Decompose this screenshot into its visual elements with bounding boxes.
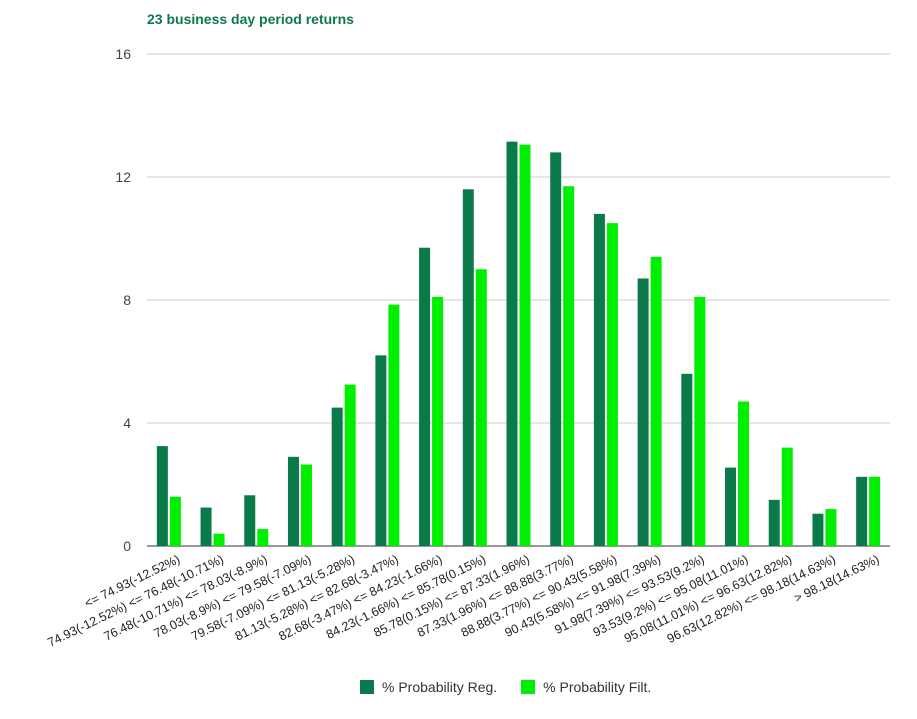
bar-filt: [169, 496, 181, 546]
y-tick-label: 0: [123, 538, 131, 554]
bar-filt: [650, 256, 662, 546]
bar-reg: [768, 499, 780, 546]
bar-filt: [475, 269, 487, 546]
bar-reg: [856, 476, 868, 546]
legend-label-filt: % Probability Filt.: [543, 679, 652, 695]
bar-filt: [869, 476, 881, 546]
bar-filt: [300, 464, 312, 546]
chart-title: 23 business day period returns: [147, 11, 354, 27]
bar-reg: [550, 152, 562, 546]
bar-reg: [506, 141, 518, 546]
bar-reg: [462, 189, 474, 547]
legend-item-filt: % Probability Filt.: [521, 679, 651, 695]
bar-filt: [606, 223, 618, 546]
bar-filt: [563, 186, 575, 546]
y-tick-label: 4: [123, 415, 131, 431]
y-tick-label: 12: [115, 169, 131, 185]
y-tick-label: 16: [115, 46, 131, 62]
bar-reg: [331, 407, 343, 546]
bar-reg: [419, 247, 431, 546]
bar-filt: [781, 447, 793, 546]
bar-filt: [694, 296, 706, 546]
legend-swatch-filt: [521, 680, 536, 694]
bar-reg: [156, 446, 168, 546]
bar-reg: [244, 495, 256, 546]
bar-reg: [593, 213, 605, 546]
bar-filt: [519, 144, 531, 546]
bar-filt: [738, 401, 750, 546]
legend: % Probability Reg. % Probability Filt.: [360, 679, 675, 695]
bar-reg: [725, 467, 737, 546]
bar-reg: [287, 456, 299, 546]
legend-item-reg: % Probability Reg.: [360, 679, 497, 695]
bar-filt: [257, 529, 269, 546]
legend-label-reg: % Probability Reg.: [382, 679, 498, 695]
y-tick-label: 8: [123, 292, 131, 308]
bar-filt: [344, 384, 356, 546]
bar-reg: [200, 507, 212, 546]
legend-swatch-reg: [360, 680, 374, 694]
bar-reg: [637, 278, 649, 546]
bar-reg: [681, 373, 693, 546]
bar-filt: [432, 296, 444, 546]
bar-reg: [812, 513, 824, 546]
bar-filt: [825, 509, 837, 546]
bar-reg: [375, 355, 387, 546]
bar-filt: [213, 533, 225, 546]
bar-filt: [388, 304, 400, 546]
